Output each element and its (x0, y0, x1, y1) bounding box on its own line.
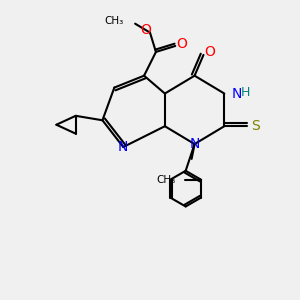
Text: N: N (232, 86, 242, 100)
Text: N: N (189, 137, 200, 151)
Text: CH₃: CH₃ (157, 175, 176, 185)
Text: CH₃: CH₃ (104, 16, 123, 26)
Text: O: O (204, 45, 215, 59)
Text: N: N (118, 140, 128, 154)
Text: O: O (176, 38, 187, 52)
Text: O: O (140, 22, 151, 37)
Text: S: S (251, 119, 260, 133)
Text: H: H (241, 85, 250, 98)
